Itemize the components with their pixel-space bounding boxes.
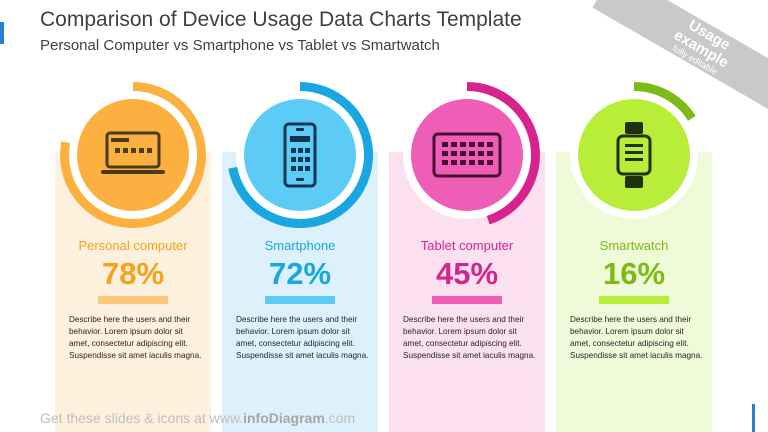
usage-arc [228,82,373,228]
smartphone-icon [283,122,317,188]
corner-accent-bar [752,404,755,432]
usage-percent: 16% [602,256,666,291]
slide-subtitle: Personal Computer vs Smartphone vs Table… [40,37,440,54]
card-label: Personal computer [78,238,188,253]
percent-underline-bar [599,296,669,304]
footer-prefix: Get these slides & icons at www. [40,410,244,426]
tablet-icon [432,132,502,178]
device-circle [411,99,523,211]
card-description: Describe here the users and their behavi… [236,315,369,360]
slide-title: Comparison of Device Usage Data Charts T… [40,8,522,31]
card-description: Describe here the users and their behavi… [403,315,536,360]
footer-credit[interactable]: Get these slides & icons at www.infoDiag… [40,410,355,426]
card-label: Tablet computer [420,238,514,253]
footer-suffix: .com [324,410,356,426]
left-accent-bar [0,22,4,44]
percent-underline-bar [98,296,168,304]
usage-ring-smartwatch [570,82,698,219]
device-circle [578,99,690,211]
usage-percent: 78% [101,256,165,291]
usage-arc [466,82,540,225]
card-label: Smartwatch [599,238,669,253]
usage-percent: 72% [268,256,332,291]
usage-ring-smartphone [228,82,373,228]
laptop-icon [101,131,165,174]
card-label: Smartphone [264,238,336,253]
footer-brand: infoDiagram [243,410,325,426]
card-tablet-computer: Tablet computer 45% Describe here the us… [389,82,545,432]
usage-arc [633,82,696,121]
card-personal-computer: Personal computer 78% Describe here the … [55,82,211,432]
card-smartphone: Smartphone 72% Describe here the users a… [222,82,378,432]
usage-ring-tablet-computer [403,82,540,225]
card-smartwatch: Smartwatch 16% Describe here the users a… [556,82,712,432]
card-description: Describe here the users and their behavi… [570,315,703,360]
percent-underline-bar [432,296,502,304]
usage-arc [60,82,206,228]
usage-ring-personal-computer [60,82,206,228]
card-description: Describe here the users and their behavi… [69,315,202,360]
device-circle [244,99,356,211]
percent-underline-bar [265,296,335,304]
device-circle [77,99,189,211]
usage-percent: 45% [435,256,499,291]
smartwatch-icon [616,122,652,188]
